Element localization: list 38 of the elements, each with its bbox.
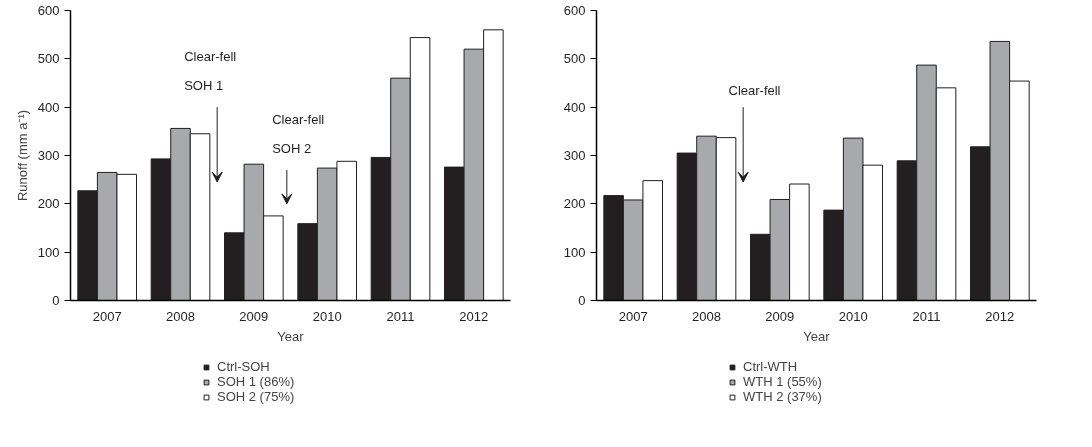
legend-label: SOH 2 (75%) <box>217 389 295 404</box>
y-tick-label: 200 <box>563 196 586 212</box>
x-tick-label: 2007 <box>92 308 122 324</box>
legend-label: WTH 1 (55%) <box>743 374 822 389</box>
y-tick-label: 400 <box>37 99 60 115</box>
y-tick-label: 300 <box>563 148 586 163</box>
annotation: Clear-fell <box>728 82 781 98</box>
y-tick-label: 0 <box>578 293 586 308</box>
x-tick-label: 2010 <box>838 308 868 324</box>
y-tick-label: 100 <box>563 244 586 260</box>
x-tick-label: 2011 <box>386 308 415 324</box>
legend-label: SOH 1 (86%) <box>217 374 295 389</box>
x-axis-title: Year <box>803 328 831 344</box>
x-tick-label: 2012 <box>985 308 1015 324</box>
y-tick-label: 200 <box>37 196 60 212</box>
x-axis-title: Year <box>277 328 305 344</box>
legend-label: Ctrl-SOH <box>217 359 270 374</box>
y-tick-label: 500 <box>37 51 60 67</box>
y-tick-label: 500 <box>563 51 586 67</box>
y-tick-label: 600 <box>563 3 586 18</box>
y-tick-label: 0 <box>52 293 60 308</box>
x-tick-label: 2009 <box>765 308 795 324</box>
x-tick-label: 2008 <box>692 308 721 324</box>
x-tick-label: 2010 <box>312 308 342 324</box>
annotation: Clear-fell SOH 1 <box>184 48 237 93</box>
x-tick-label: 2009 <box>239 308 269 324</box>
x-tick-label: 2011 <box>912 308 941 324</box>
y-axis-title: Runoff (mm a⁻¹) <box>14 109 30 202</box>
y-tick-label: 300 <box>37 148 60 163</box>
legend-label: WTH 2 (37%) <box>743 389 822 404</box>
y-tick-label: 100 <box>37 244 60 260</box>
annotation: Clear-fell SOH 2 <box>272 111 325 156</box>
x-tick-label: 2008 <box>166 308 195 324</box>
x-tick-label: 2012 <box>459 308 489 324</box>
y-tick-label: 400 <box>563 99 586 115</box>
x-tick-label: 2007 <box>618 308 648 324</box>
legend-label: Ctrl-WTH <box>743 359 798 374</box>
y-tick-label: 600 <box>37 3 60 18</box>
